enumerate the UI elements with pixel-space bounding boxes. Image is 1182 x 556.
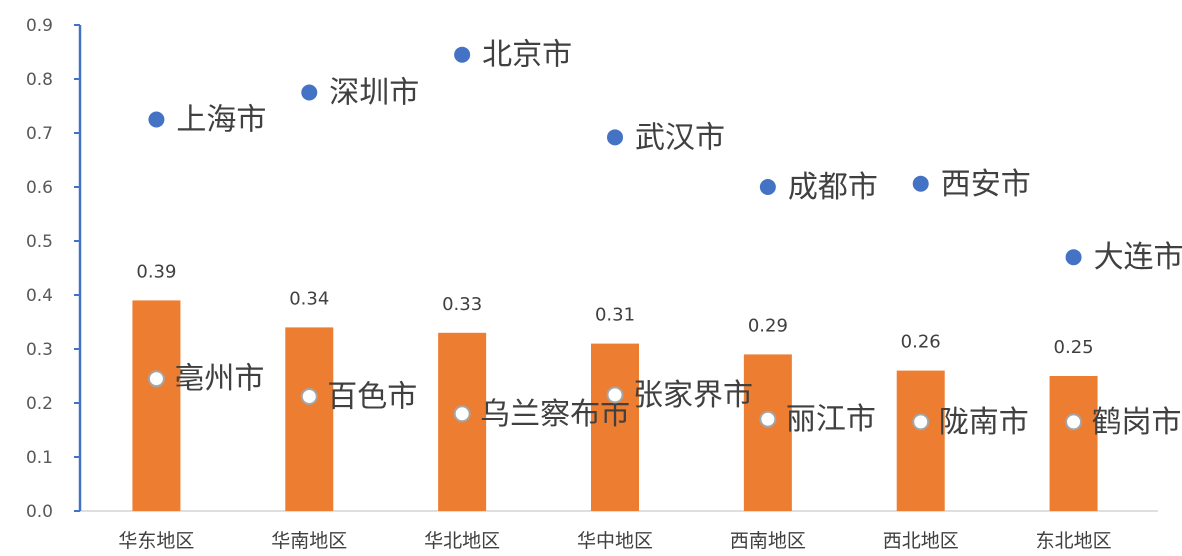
y-tick-label: 0.1 [26, 448, 53, 468]
top-city-label: 上海市 [176, 103, 266, 138]
top-city-point [912, 175, 929, 192]
x-category-label: 华中地区 [577, 530, 653, 552]
y-tick-label: 0.9 [26, 16, 53, 36]
bar [743, 354, 792, 511]
y-tick-label: 0.3 [26, 340, 53, 360]
top-city-label: 深圳市 [329, 76, 419, 111]
bottom-city-label: 丽江市 [786, 402, 876, 437]
bar [896, 370, 945, 511]
top-city-label: 大连市 [1094, 240, 1182, 275]
bar-value-label: 0.39 [136, 261, 176, 282]
bottom-city-point [1065, 413, 1083, 431]
bottom-city-label: 乌兰察布市 [480, 397, 630, 432]
bottom-city-label: 陇南市 [939, 405, 1029, 440]
bar [1049, 376, 1098, 511]
bottom-city-point [606, 386, 624, 404]
y-tick-label: 0.8 [26, 70, 53, 90]
y-tick-label: 0.2 [26, 394, 53, 414]
bar [285, 327, 334, 511]
bar-data-labels: 0.39 0.34 0.33 0.31 0.29 0.26 0.25 [136, 261, 1093, 358]
x-category-label: 华北地区 [424, 530, 500, 552]
bar-value-label: 0.26 [901, 332, 941, 353]
x-category-label: 东北地区 [1036, 530, 1112, 552]
top-city-point [1065, 249, 1082, 266]
bottom-city-point [147, 370, 165, 388]
top-city-point [607, 129, 623, 146]
bar [132, 300, 181, 511]
bar-value-label: 0.31 [595, 305, 635, 326]
bar-series [132, 300, 1098, 511]
bottom-city-label: 张家界市 [633, 378, 753, 413]
top-city-label: 北京市 [482, 38, 572, 73]
bottom-city-point [912, 413, 930, 431]
y-tick-label: 0.6 [26, 178, 53, 198]
y-tick-label: 0.5 [26, 232, 53, 252]
top-city-label: 西安市 [941, 167, 1031, 202]
bottom-city-point [759, 410, 777, 428]
bottom-city-label: 鹤岗市 [1092, 405, 1182, 440]
bottom-city-label: 百色市 [327, 380, 417, 415]
top-city-point [301, 84, 318, 101]
bar [591, 343, 639, 511]
x-category-label: 华南地区 [271, 530, 347, 552]
bar-value-label: 0.29 [748, 315, 788, 336]
top-city-point [454, 46, 471, 63]
bottom-city-point [300, 388, 318, 406]
bar-value-label: 0.25 [1054, 337, 1094, 358]
bar-value-label: 0.34 [289, 288, 329, 309]
bar-value-label: 0.33 [442, 294, 482, 315]
y-tick-label: 0.4 [26, 286, 53, 306]
bottom-city-label: 亳州市 [174, 362, 264, 397]
bottom-city-point [453, 405, 471, 423]
x-category-label: 华东地区 [118, 530, 194, 552]
y-tick-label: 0.7 [26, 124, 53, 144]
x-category-label: 西北地区 [883, 530, 959, 552]
top-city-point [148, 111, 165, 128]
top-city-label: 成都市 [788, 170, 878, 205]
top-city-label: 武汉市 [635, 120, 725, 155]
top-city-point [759, 179, 776, 195]
y-tick-label: 0.0 [26, 502, 53, 522]
x-category-label: 西南地区 [730, 530, 806, 552]
axes: 0.0 0.1 0.2 0.3 0.4 0.5 0.6 0.7 0.8 0.9 华东地区 华南地区 华北… [26, 16, 1158, 552]
